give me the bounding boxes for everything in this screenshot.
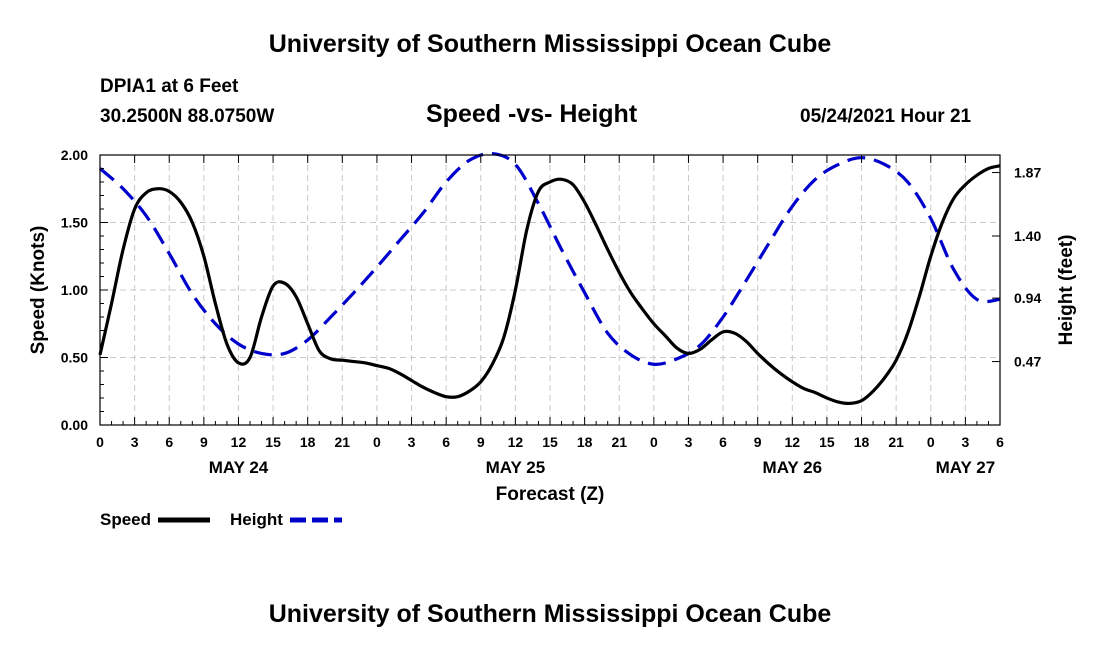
- x-tick-label: 12: [231, 434, 247, 450]
- series-line-speed: [98, 164, 1001, 406]
- y-tick-label: 0.00: [61, 417, 88, 433]
- x-axis-title: Forecast (Z): [496, 484, 605, 505]
- datetime-label: 05/24/2021 Hour 21: [800, 106, 972, 127]
- y-right-tick-label: 0.47: [1014, 354, 1041, 370]
- y-right-tick-label: 0.94: [1014, 290, 1041, 306]
- series-layer: [98, 151, 1001, 406]
- grid-lines: [100, 155, 1000, 425]
- y-right-tick-label: 1.40: [1014, 228, 1041, 244]
- y-tick-label: 0.50: [61, 350, 88, 366]
- x-tick-label: 21: [611, 434, 627, 450]
- date-label: MAY 26: [763, 458, 823, 477]
- coordinates-label: 30.2500N 88.0750W: [100, 106, 275, 127]
- x-tick-label: 21: [888, 434, 904, 450]
- x-tick-label: 15: [819, 434, 835, 450]
- y-tick-label: 1.50: [61, 215, 88, 231]
- x-tick-label: 9: [200, 434, 208, 450]
- x-tick-label: 3: [408, 434, 416, 450]
- x-tick-label: 21: [335, 434, 351, 450]
- series-line-height: [98, 151, 1001, 366]
- date-label: MAY 25: [486, 458, 546, 477]
- x-tick-label: 0: [373, 434, 381, 450]
- y-tick-label: 1.00: [61, 282, 88, 298]
- x-tick-label: 0: [96, 434, 104, 450]
- x-tick-label: 3: [961, 434, 969, 450]
- x-tick-label: 0: [650, 434, 658, 450]
- x-tick-label: 6: [719, 434, 727, 450]
- date-label: MAY 27: [936, 458, 996, 477]
- x-tick-label: 3: [685, 434, 693, 450]
- x-tick-label: 12: [508, 434, 524, 450]
- axis-labels: 0 3 6 9 12 15 18 21 0 3 6 9 12 15 18 21 0 3 6 9 12 15 18 21 0 3 6 0…: [28, 147, 1077, 505]
- page-title-top: University of Southern Mississippi Ocean…: [268, 30, 832, 58]
- axis-ticks: [99, 154, 1001, 426]
- y-tick-label: 2.00: [61, 147, 88, 163]
- legend-label-height: Height: [230, 510, 283, 529]
- x-tick-label: 18: [854, 434, 870, 450]
- x-tick-label: 18: [577, 434, 593, 450]
- y-right-tick-label: 1.87: [1014, 165, 1041, 181]
- date-label: MAY 24: [209, 458, 269, 477]
- y-axis-title-right: Height (feet): [1056, 235, 1077, 346]
- x-tick-label: 15: [265, 434, 281, 450]
- x-tick-label: 9: [477, 434, 485, 450]
- y-axis-title-left: Speed (Knots): [28, 226, 49, 355]
- x-tick-label: 6: [996, 434, 1004, 450]
- x-tick-label: 0: [927, 434, 935, 450]
- station-label: DPIA1 at 6 Feet: [100, 76, 239, 97]
- x-tick-label: 6: [442, 434, 450, 450]
- x-tick-label: 15: [542, 434, 558, 450]
- x-tick-label: 3: [131, 434, 139, 450]
- x-tick-label: 9: [754, 434, 762, 450]
- x-tick-label: 6: [165, 434, 173, 450]
- legend-label-speed: Speed: [100, 510, 151, 529]
- x-tick-label: 12: [785, 434, 801, 450]
- page-title-bottom: University of Southern Mississippi Ocean…: [268, 600, 832, 628]
- legend: Speed Height: [100, 510, 342, 529]
- x-tick-label: 18: [300, 434, 316, 450]
- chart-title: Speed -vs- Height: [426, 100, 638, 128]
